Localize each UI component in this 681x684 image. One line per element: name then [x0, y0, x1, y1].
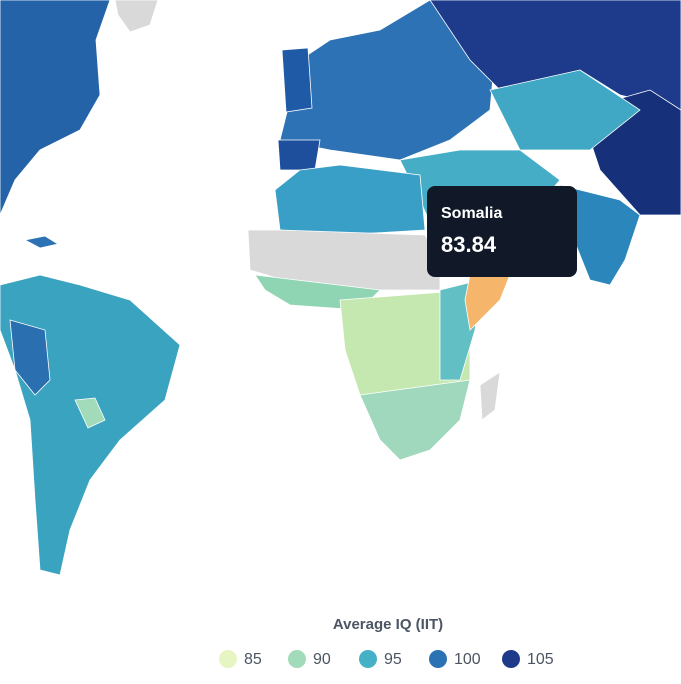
map-regions [0, 0, 681, 576]
iberia [277, 139, 321, 171]
tooltip-box [427, 186, 577, 277]
legend-label: 100 [454, 651, 481, 668]
united-kingdom [281, 47, 313, 113]
tooltip-value: 83.84 [441, 232, 497, 257]
peru [9, 319, 51, 396]
greenland [114, 0, 159, 33]
legend: 85 90 95 100 105 [219, 650, 554, 668]
tooltip-country: Somalia [441, 205, 502, 222]
north-africa [274, 164, 426, 236]
north-america [0, 0, 111, 216]
caribbean [23, 235, 60, 249]
tooltip: Somalia 83.84 [427, 186, 577, 277]
legend-label: 90 [313, 651, 331, 668]
madagascar [479, 371, 501, 421]
legend-label: 105 [527, 651, 554, 668]
central-asia [489, 69, 641, 151]
legend-swatch [359, 650, 377, 668]
russia [429, 0, 681, 111]
legend-label: 85 [244, 651, 262, 668]
southern-africa [359, 379, 471, 461]
legend-label: 95 [384, 651, 402, 668]
legend-title: Average IQ (IIT) [333, 616, 443, 633]
europe [279, 0, 501, 161]
legend-swatch [502, 650, 520, 668]
legend-swatch [288, 650, 306, 668]
paraguay [74, 397, 106, 429]
legend-swatch [429, 650, 447, 668]
legend-swatch [219, 650, 237, 668]
